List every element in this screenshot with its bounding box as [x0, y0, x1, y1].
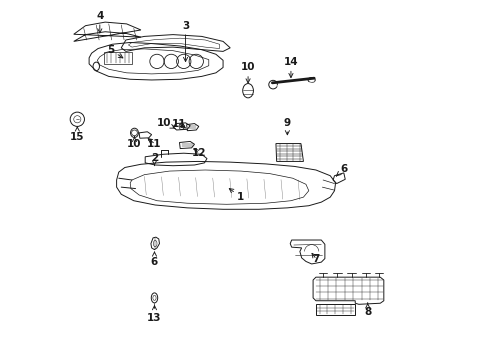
Text: 14: 14: [283, 57, 298, 78]
Text: 7: 7: [311, 253, 319, 264]
Text: 6: 6: [336, 164, 346, 176]
Text: 1: 1: [229, 189, 244, 202]
Text: 5: 5: [107, 45, 122, 58]
Text: 15: 15: [70, 127, 84, 142]
Text: 10: 10: [240, 63, 255, 83]
Text: 13: 13: [147, 306, 162, 323]
Text: 6: 6: [150, 252, 158, 267]
Text: 11: 11: [171, 118, 185, 129]
Text: 12: 12: [191, 148, 205, 158]
Text: 10: 10: [157, 118, 175, 129]
Text: 10: 10: [127, 136, 142, 149]
Text: 3: 3: [182, 21, 189, 62]
Text: 8: 8: [364, 303, 370, 317]
Text: 4: 4: [96, 11, 103, 33]
Text: 11: 11: [147, 139, 162, 149]
Text: 2: 2: [150, 153, 158, 166]
Text: 9: 9: [283, 118, 290, 135]
